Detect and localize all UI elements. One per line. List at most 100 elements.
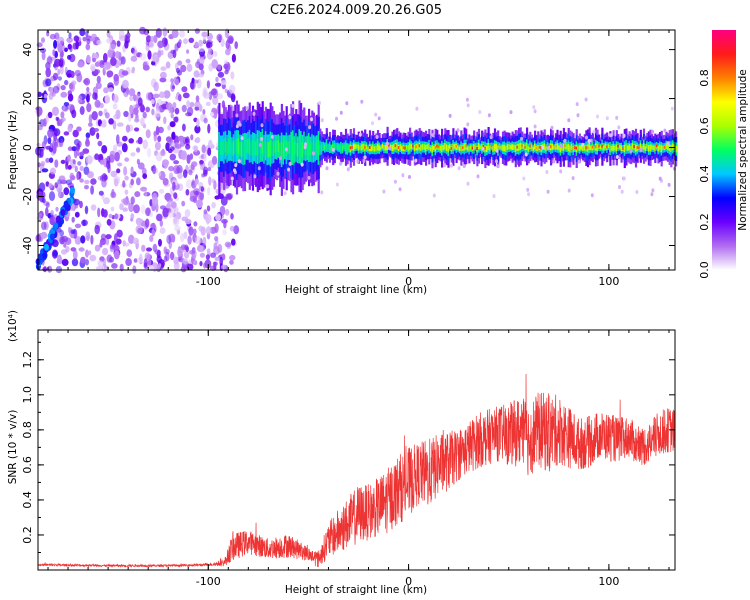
spectrogram-cell [527,146,530,152]
y-tick-label: -40 [21,237,34,255]
spectrogram-cell [667,182,671,187]
spectrogram-cell [657,145,660,152]
snr-y-multiplier: (x10⁴) [7,310,19,342]
spectrogram-cell [200,186,205,192]
spectrogram-cell [466,146,469,151]
spectrogram-cell [71,109,77,119]
spectrogram-cell [162,178,169,186]
spectrogram-cell [617,144,620,148]
spectrogram-cell [197,47,205,53]
spectrogram-cell [225,48,231,56]
spectrogram-cell [563,138,567,143]
spectrogram-cell [125,124,131,133]
spectrogram-cell [79,200,83,209]
spectrogram-cell [151,222,156,229]
spectrogram-cell [61,235,68,243]
spectrogram-cell [382,189,386,194]
spectrogram-cell [182,258,189,265]
spectrogram-cell [335,182,339,187]
spectrogram-cell [338,145,341,150]
spectrogram-cell [168,165,175,172]
spectrogram-cell [429,146,432,151]
spectrogram-cell [71,146,77,152]
spectrogram-cell [207,186,211,196]
spectrogram-cell [108,213,113,219]
spectrogram-cell [160,71,167,79]
spectrogram-cell [119,203,124,211]
spectrogram-cell [474,144,478,148]
spectrogram-cell [167,210,175,218]
spectrogram-cell [94,224,100,235]
spectrogram-cell [331,147,335,152]
spectrogram-cell [572,147,575,150]
spectrogram-cell [40,160,46,167]
spectrogram-cell [106,218,112,226]
spectrogram-cell [519,142,522,150]
spectrogram-cell [651,144,654,150]
spectrogram-cell [80,256,86,264]
spectrogram-cell [567,143,570,152]
spectrogram-cell [52,72,59,81]
spectrogram-cell [495,143,498,150]
spectrogram-cell [352,143,356,151]
spectrogram-cell [48,157,54,163]
spectrogram-cell [52,49,56,56]
spectrogram-cell [111,263,118,269]
spectrogram-cell [376,143,380,151]
spectrogram-cell [433,146,436,150]
spectrogram-cell [360,144,364,151]
spectrogram-cell [230,213,234,220]
spectrogram-cell [74,69,82,77]
spectrogram-cell [349,146,353,150]
spectrogram-cell [362,144,365,150]
spectrogram-cell [116,229,123,238]
spectrogram-cell [646,143,649,149]
spectrogram-cell [137,97,143,107]
spectrogram-cell [104,94,111,105]
spectrogram-cell [122,135,128,142]
spectrogram-cell [473,144,476,151]
spectrogram-cell [221,264,227,270]
spectrogram-cell [667,144,670,151]
spectrogram-cell [170,113,174,119]
spectrogram-cell [171,29,179,38]
spectrogram-cell [545,170,549,174]
spectrogram-cell [642,142,646,150]
spectrogram-cell [99,159,105,165]
spectrogram-cell [174,107,180,115]
spectrogram-cell [589,138,593,143]
spectrogram-cell [116,168,121,174]
spectrogram-cell [183,231,188,240]
spectrogram-cell [307,175,311,180]
spectrogram-cell [94,99,101,108]
spectrogram-cell [509,110,513,115]
spectrogram-cell [437,145,441,149]
spectrogram-cell [170,82,175,92]
spectrogram-cell [166,197,174,203]
spectrogram-cell [620,189,624,194]
spectrogram-cell [165,102,173,111]
spectrogram-cell [581,142,585,147]
spectrogram-cell [211,155,218,165]
spectrogram-cell [95,82,102,90]
spectrogram-cell [318,101,322,105]
spectrogram-cell [100,123,107,128]
spectrogram-cell [610,146,614,151]
x-tick-label: 100 [598,275,619,288]
spectrogram-cell [130,213,135,220]
spectrogram-cell [461,146,465,150]
spectrogram-cell [205,101,211,107]
spectrogram-cell [187,235,192,245]
spectrogram-cell [639,147,643,152]
spectrogram-cell [618,144,622,149]
spectrogram-cell [173,116,179,123]
x-tick-label: 100 [598,575,619,588]
spectrogram-cell [48,191,56,202]
spectrogram-cell [172,102,177,109]
spectrogram-cell [220,38,225,48]
spectrogram-cell [277,140,280,152]
spectrogram-cell [384,145,388,151]
spectrogram-cell [651,188,655,193]
spectrogram-cell [602,145,606,151]
spectrogram-cell [46,56,53,65]
